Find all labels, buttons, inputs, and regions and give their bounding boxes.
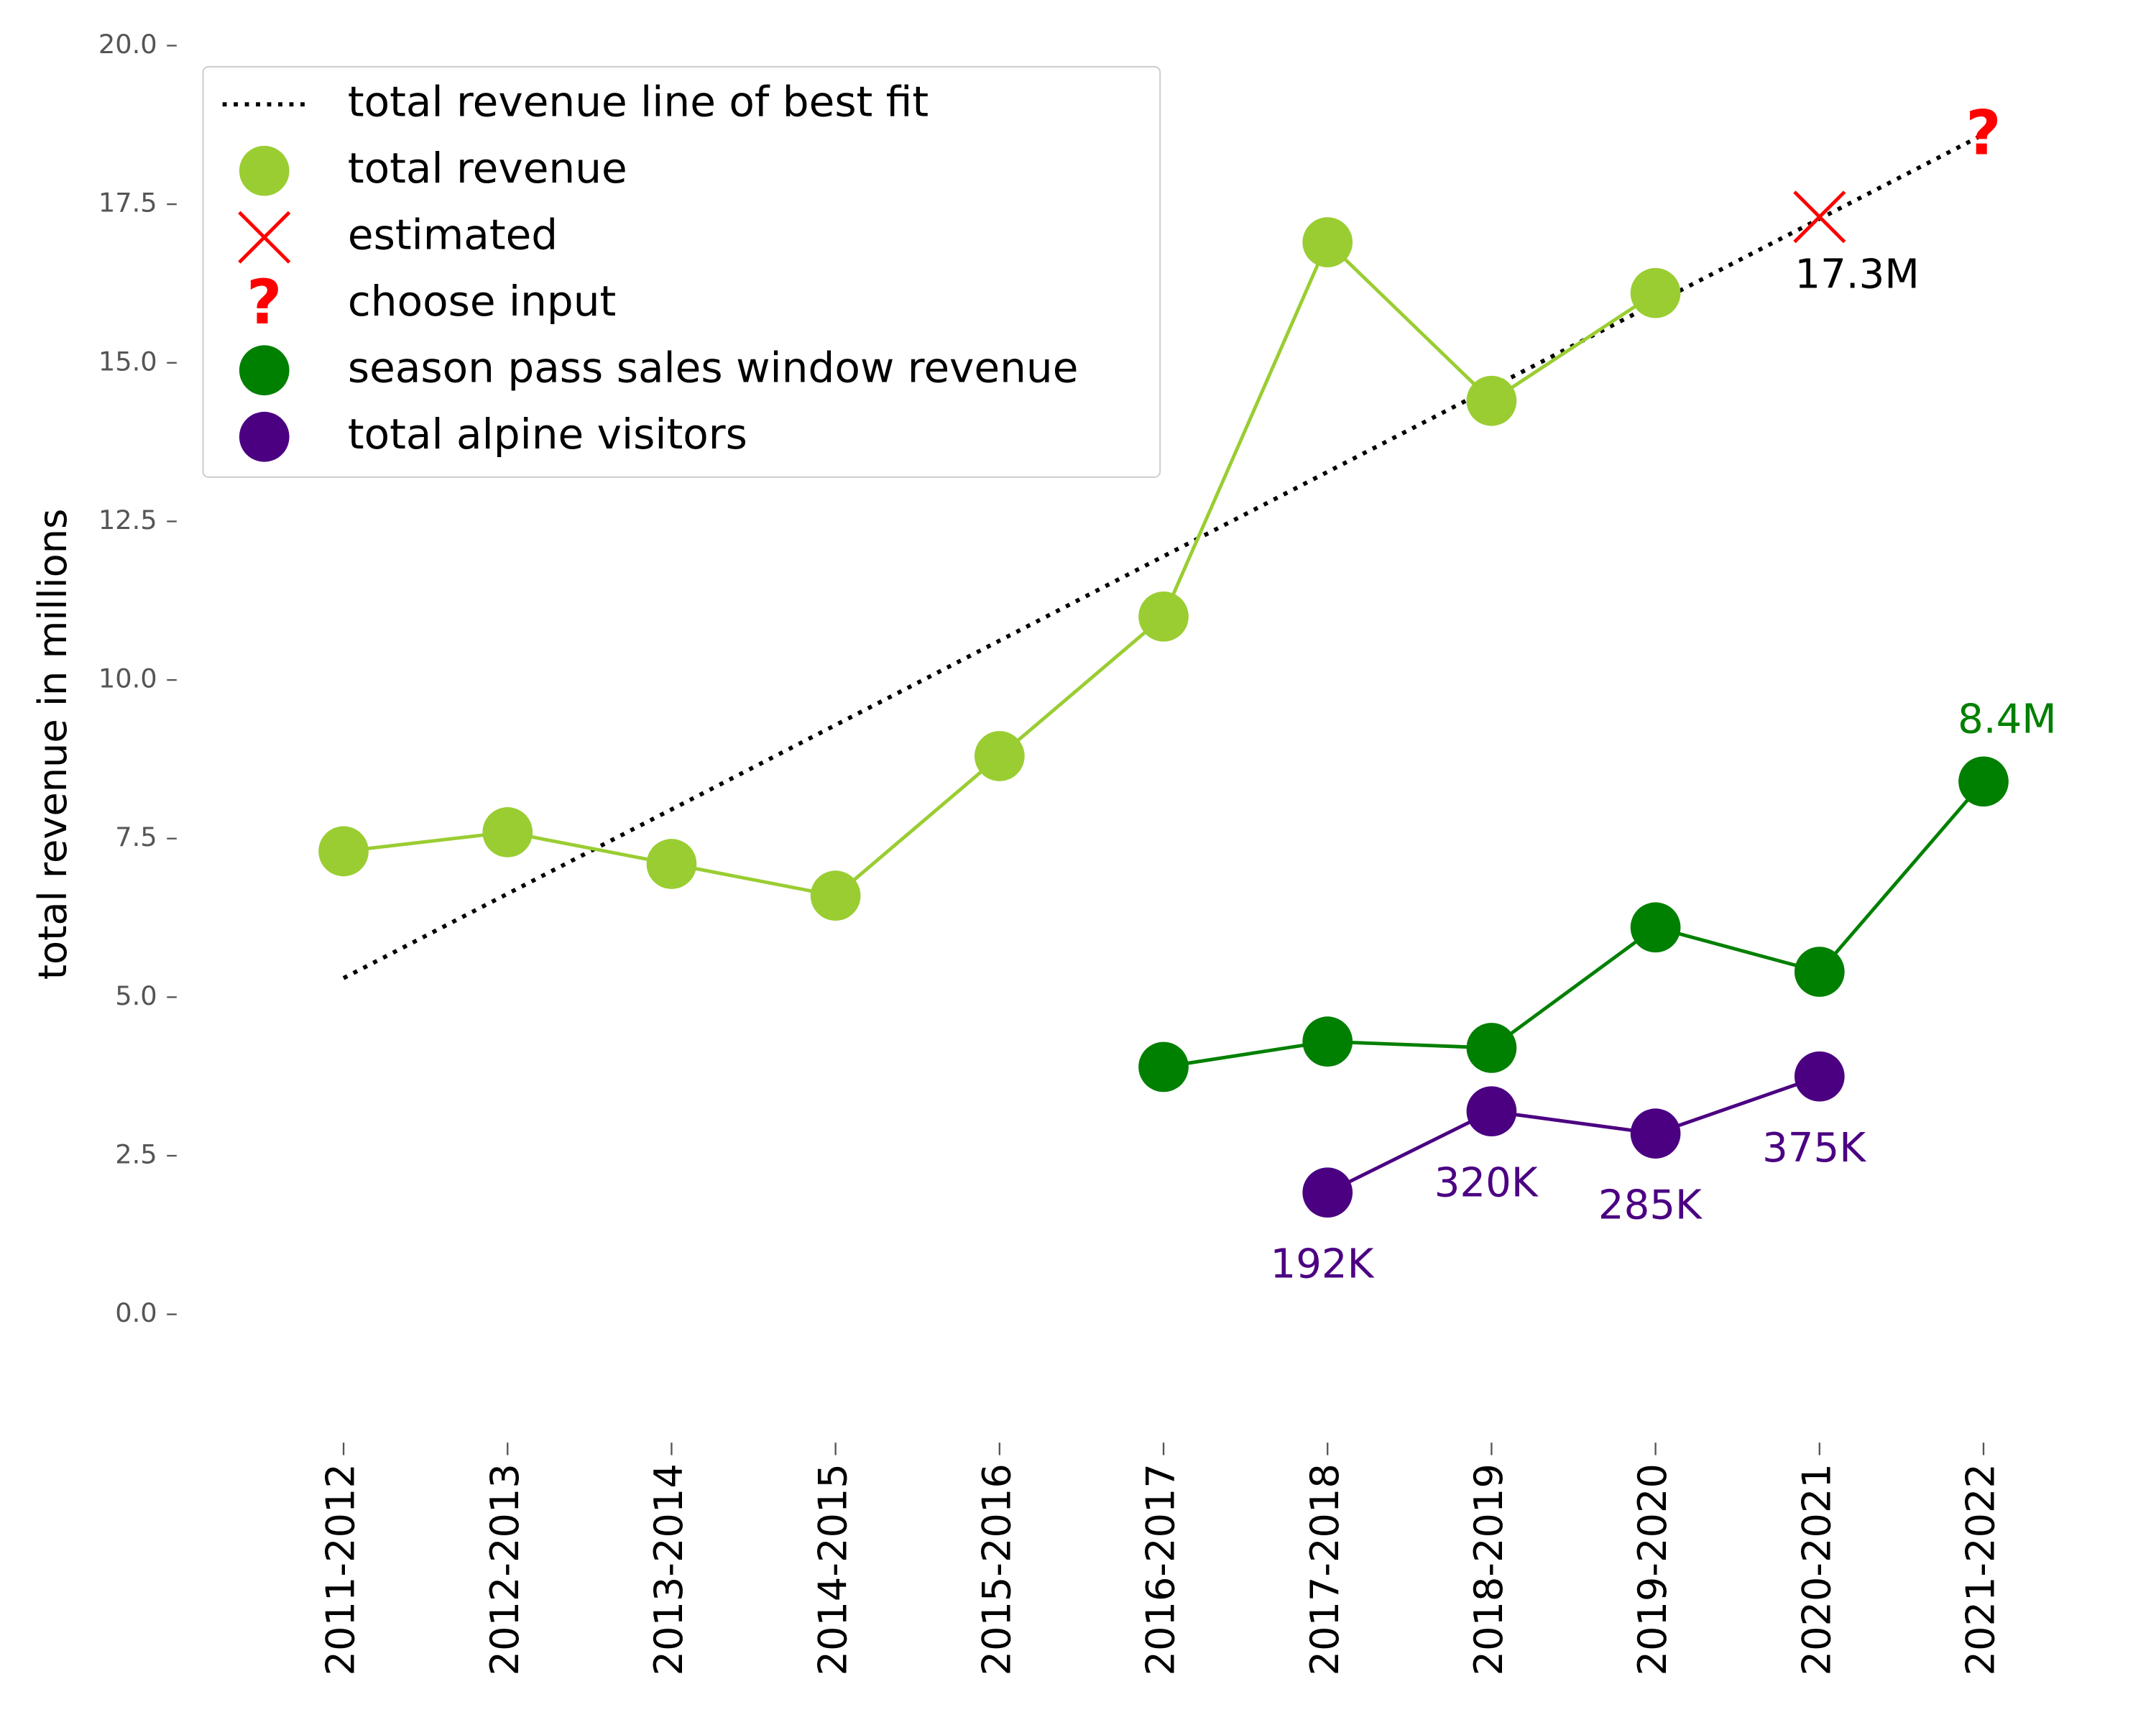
- y-tick-label: 12.5: [98, 505, 157, 535]
- y-tick-label: 10.0: [98, 663, 157, 694]
- point: [1794, 1051, 1845, 1102]
- point: [239, 145, 290, 196]
- question-marker: ?: [247, 267, 282, 339]
- value-label: 192K: [1271, 1241, 1375, 1287]
- y-axis-label: total revenue in millions: [30, 509, 75, 980]
- legend-label: season pass sales window revenue: [348, 343, 1079, 392]
- legend-frame: [202, 65, 1161, 478]
- point: [1630, 902, 1681, 953]
- series-line: [1163, 780, 1985, 1069]
- y-tick-label: 20.0: [98, 29, 157, 60]
- legend-label: estimated: [348, 210, 558, 259]
- point: [810, 870, 861, 921]
- x-tick-label: 2015-2016: [974, 1463, 1019, 1675]
- x-stroke: [238, 211, 291, 264]
- point: [1466, 375, 1517, 426]
- point: [1466, 1086, 1517, 1137]
- y-tick-label: 2.5: [115, 1139, 157, 1170]
- fit-line: [342, 132, 1985, 980]
- series-line: [1327, 1075, 1820, 1195]
- point: [1302, 1016, 1353, 1067]
- point: [1302, 1167, 1353, 1218]
- x-tick-label: 2011-2012: [318, 1463, 364, 1675]
- legend-label: choose input: [348, 277, 616, 326]
- y-tick-label: 5.0: [115, 980, 157, 1011]
- point: [975, 731, 1025, 781]
- value-label: 285K: [1598, 1182, 1703, 1228]
- x-tick-label: 2018-2019: [1466, 1463, 1511, 1675]
- x-tick-label: 2014-2015: [810, 1463, 855, 1675]
- point: [1630, 1108, 1681, 1159]
- y-tick-label: 0.0: [115, 1297, 157, 1328]
- point: [239, 411, 290, 462]
- x-tick-label: 2012-2013: [482, 1463, 528, 1675]
- point: [318, 826, 369, 877]
- point: [482, 807, 533, 857]
- x-tick-label: 2016-2017: [1138, 1463, 1184, 1675]
- value-label: 320K: [1434, 1159, 1539, 1206]
- x-tick-label: 2021-2022: [1958, 1463, 2004, 1675]
- x-marker: [1793, 190, 1846, 244]
- x-tick-label: 2013-2014: [646, 1463, 691, 1675]
- legend-label: total revenue: [348, 144, 627, 193]
- question-marker: ?: [1966, 98, 2001, 169]
- value-label: 8.4M: [1958, 696, 2057, 743]
- y-tick-label: 17.5: [98, 188, 157, 218]
- point: [1958, 756, 2009, 807]
- point: [1794, 947, 1845, 997]
- value-label: 17.3M: [1795, 252, 1919, 298]
- point: [1138, 1041, 1189, 1092]
- value-label: 375K: [1762, 1125, 1866, 1172]
- legend-label: total revenue line of best fit: [348, 77, 929, 126]
- x-tick-label: 2020-2021: [1794, 1463, 1839, 1675]
- x-tick-label: 2019-2020: [1630, 1463, 1675, 1675]
- point: [1466, 1023, 1517, 1073]
- point: [1630, 267, 1681, 318]
- point: [1302, 217, 1353, 267]
- point: [646, 839, 697, 889]
- x-stroke: [1793, 190, 1846, 244]
- point: [1138, 591, 1189, 642]
- x-tick-label: 2017-2018: [1302, 1463, 1348, 1675]
- legend: total revenue line of best fit total reve…: [202, 65, 1161, 478]
- legend-label: total alpine visitors: [348, 410, 747, 459]
- y-tick-label: 7.5: [115, 822, 157, 852]
- y-tick-label: 15.0: [98, 346, 157, 377]
- x-marker: [238, 211, 291, 264]
- point: [239, 345, 290, 396]
